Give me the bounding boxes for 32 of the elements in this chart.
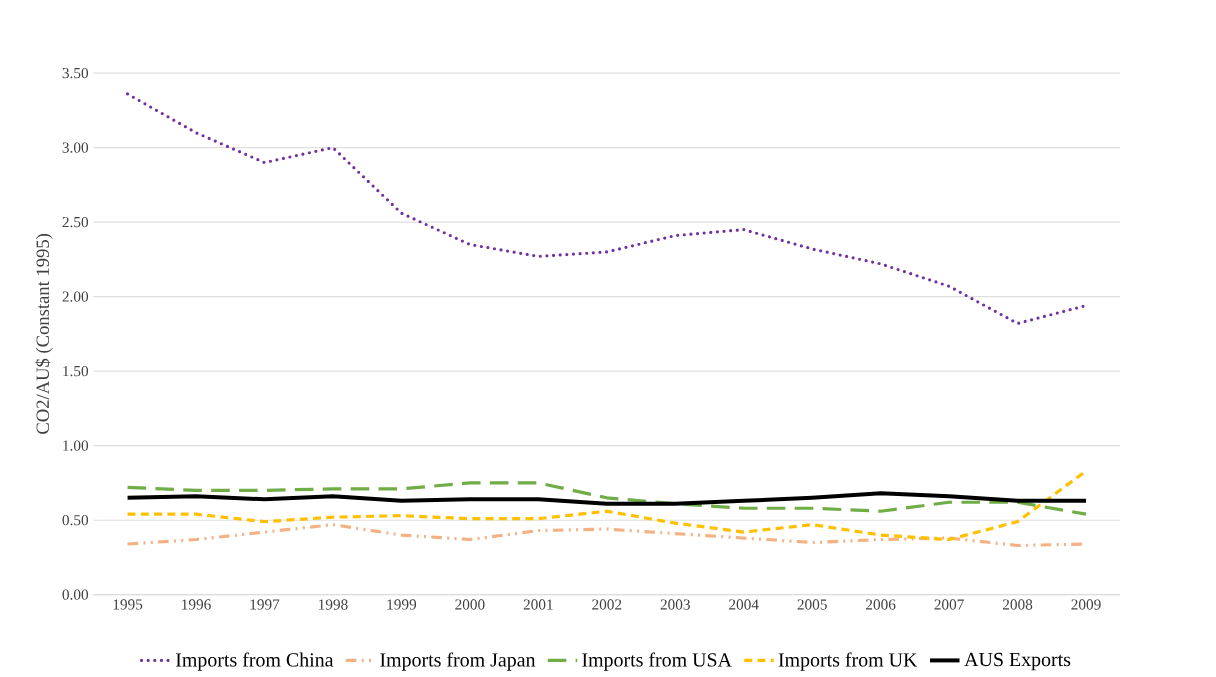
x-tick-label: 1996 xyxy=(182,599,211,610)
legend-label: Imports from China xyxy=(175,652,334,671)
y-axis-title: CO2/AU$ (Constant 1995) xyxy=(35,233,53,434)
line-series xyxy=(125,481,1088,516)
y-tick-label: 3.50 xyxy=(62,67,89,79)
legend-label: Imports from UK xyxy=(778,652,918,671)
legend-label: AUS Exports xyxy=(964,652,1071,671)
x-tick-label: 2001 xyxy=(523,599,553,610)
x-tick-label: 1995 xyxy=(113,599,143,610)
x-tick-label: 2006 xyxy=(866,599,896,610)
y-tick-label: 1.00 xyxy=(63,440,89,451)
x-tick-label: 2004 xyxy=(729,599,759,610)
y-tick-label: 0.50 xyxy=(62,514,89,526)
x-tick-label: 2003 xyxy=(660,599,690,610)
x-tick-label: 2007 xyxy=(934,599,964,610)
x-tick-label: 2008 xyxy=(1002,599,1033,610)
y-tick-label: 2.00 xyxy=(62,291,89,302)
legend-label: Imports from Japan xyxy=(380,652,536,671)
x-tick-label: 2000 xyxy=(455,599,485,610)
x-tick-label: 2002 xyxy=(592,599,622,610)
line-series xyxy=(125,491,1088,506)
y-tick-label: 1.50 xyxy=(63,365,89,377)
x-tick-label: 1997 xyxy=(250,599,280,610)
y-tick-label: 3.00 xyxy=(62,142,89,153)
x-tick-label: 1998 xyxy=(319,599,348,610)
y-tick-label: 2.50 xyxy=(62,216,89,228)
x-tick-label: 1999 xyxy=(387,599,417,610)
y-tick-label: 0.00 xyxy=(62,589,89,600)
legend-label: Imports from USA xyxy=(582,652,732,671)
x-tick-label: 2009 xyxy=(1071,599,1101,610)
x-tick-label: 2005 xyxy=(797,599,827,610)
line-series xyxy=(125,92,1088,325)
